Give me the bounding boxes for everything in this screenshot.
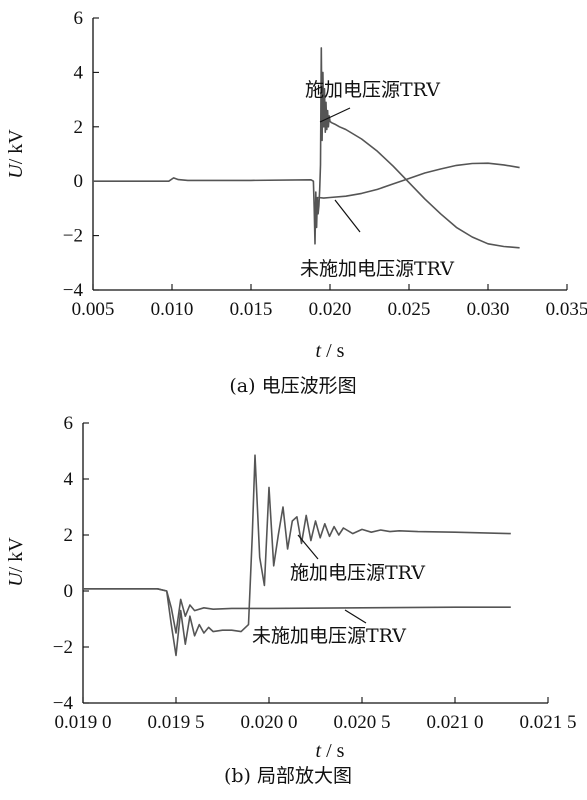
x-tick-label: 0.019 0 (55, 712, 112, 733)
x-tick-label: 0.025 (388, 299, 431, 320)
x-tick-label: 0.030 (467, 299, 510, 320)
y-tick-label: −2 (63, 226, 83, 247)
x-tick-label: 0.021 5 (520, 712, 577, 733)
series-line-0 (93, 47, 520, 249)
x-tick-label: 0.020 (309, 299, 352, 320)
annotation-label: 施加电压源TRV (305, 79, 440, 101)
x-tick-label: 0.019 5 (148, 712, 205, 733)
y-tick-label: −4 (63, 280, 84, 301)
chart-0: −4 −2 0 2 4 6 0.005 0.010 0.015 0.020 0.025 0.030 0.… (5, 8, 587, 397)
x-tick-label: 0.020 0 (241, 712, 298, 733)
y-tick-label: 4 (64, 469, 74, 490)
x-tick-label: 0.015 (230, 299, 273, 320)
y-tick-label: 0 (74, 171, 84, 192)
series-line-1 (83, 587, 511, 634)
y-axis-title: U/ kV (5, 129, 27, 179)
y-tick-label: 6 (64, 413, 74, 434)
annotation-leader (319, 107, 351, 123)
y-tick-label: 2 (64, 525, 74, 546)
y-tick-label: 6 (74, 8, 84, 29)
x-axis-title: t / s (316, 340, 345, 362)
annotation-leader (297, 534, 319, 560)
y-tick-label: 4 (74, 62, 84, 83)
x-tick-label: 0.035 (546, 299, 587, 320)
annotation-leader (334, 199, 361, 233)
x-tick-label: 0.020 5 (334, 712, 391, 733)
y-tick-label: −4 (53, 693, 74, 714)
x-tick-label: 0.010 (151, 299, 194, 320)
series-line-0 (83, 454, 511, 657)
x-tick-label: 0.021 0 (427, 712, 484, 733)
chart-caption: (b) 局部放大图 (224, 765, 352, 787)
series-line-1 (318, 162, 520, 199)
y-axis-title: U/ kV (5, 537, 27, 587)
x-tick-label: 0.005 (72, 299, 115, 320)
chart-caption: (a) 电压波形图 (229, 375, 356, 397)
y-tick-label: −2 (53, 637, 73, 658)
annotation-label: 未施加电压源TRV (300, 258, 454, 280)
y-tick-label: 0 (64, 581, 74, 602)
chart-1: −4 −2 0 2 4 6 0.019 0 0.019 5 0.020 0 0.020 5 0.02… (5, 413, 577, 787)
annotation-label: 施加电压源TRV (290, 562, 425, 584)
annotation-leader (344, 609, 367, 624)
annotation-label: 未施加电压源TRV (252, 625, 406, 647)
y-tick-label: 2 (74, 117, 84, 138)
x-axis-title: t / s (316, 740, 345, 762)
